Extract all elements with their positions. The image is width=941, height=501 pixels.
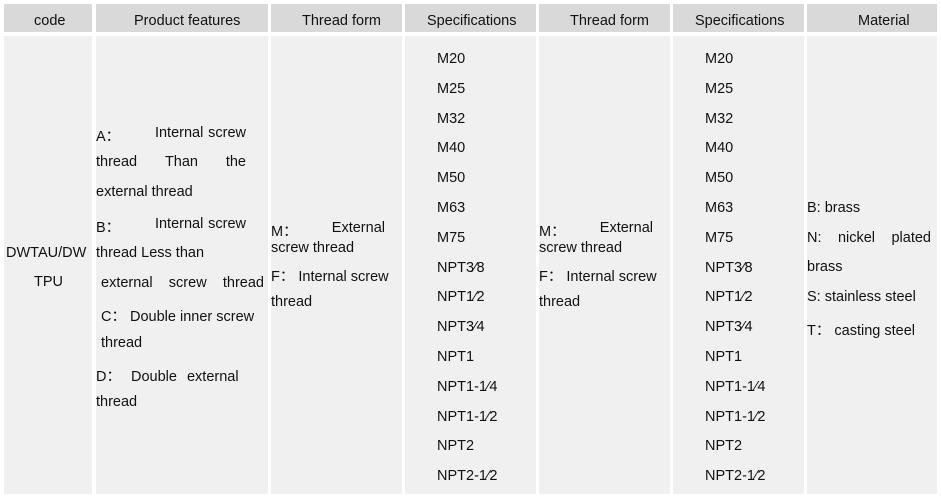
- spec-item: M25: [437, 80, 466, 97]
- header-text: Specifications: [695, 13, 785, 29]
- header-code: code: [4, 4, 92, 32]
- spec-item: NPT3⁄4: [705, 319, 753, 336]
- spec-item: M32: [437, 110, 466, 127]
- feature-b: B： Internal screw: [96, 216, 246, 236]
- cell-product-features: A： Internal screw thread Than the external t…: [96, 36, 268, 494]
- spec-item: M40: [705, 140, 734, 157]
- thread-form-m: M： External: [539, 220, 653, 240]
- spec-item: M20: [705, 51, 734, 67]
- spec-item: NPT2-1⁄2: [705, 468, 766, 485]
- spec-item: NPT1-1⁄2: [437, 408, 498, 425]
- spec-item: NPT3⁄4: [437, 319, 485, 336]
- header-specifications-2: Specifications: [673, 4, 804, 32]
- header-specifications: Specifications: [405, 4, 536, 32]
- material-nickel: N: nickel plated: [807, 230, 931, 246]
- cell-code: DWTAU/DW TPU: [4, 36, 92, 494]
- spec-item: NPT1⁄2: [437, 289, 485, 306]
- feature-a: A： Internal screw: [96, 125, 246, 145]
- spec-item: NPT1: [705, 349, 743, 365]
- spec-item: M40: [437, 140, 466, 157]
- thread-form-m: M： External: [271, 220, 385, 240]
- material-stainless: S: stainless steel: [807, 289, 916, 305]
- feature-b-line2: thread Less than: [96, 245, 205, 261]
- spec-item: NPT3⁄8: [705, 259, 753, 276]
- header-thread-form: Thread form: [271, 4, 402, 32]
- spec-item: M75: [437, 229, 466, 246]
- header-text: Thread form: [570, 13, 649, 29]
- thread-form-f: F： Internal screw: [539, 269, 657, 285]
- header-text: Specifications: [427, 13, 517, 29]
- cell-material: B: brass N: nickel plated brass S: stainle…: [807, 36, 937, 494]
- code-line: DWTAU/DW: [6, 245, 87, 261]
- cell-specifications-2: M20 M25 M32 M40 M50 M63 M75 NPT3⁄8 NPT1⁄2 NPT3⁄4 N…: [673, 36, 804, 494]
- cell-thread-form: M： External screw thread F： Internal scre…: [271, 36, 402, 494]
- spec-item: M63: [437, 200, 466, 216]
- thread-form-m-line2: screw thread: [539, 240, 623, 256]
- thread-form-f-line2: thread: [539, 294, 581, 310]
- header-product-features: Product features: [96, 4, 268, 32]
- material-brass: B: brass: [807, 200, 861, 216]
- feature-a-line3: external thread: [96, 184, 193, 200]
- feature-b-line3: external screw thread: [101, 275, 264, 291]
- thread-form-f-line2: thread: [271, 294, 313, 310]
- material-casting: T： casting steel: [807, 323, 915, 339]
- thread-form-m-line2: screw thread: [271, 240, 355, 256]
- spec-item: NPT1⁄2: [705, 289, 753, 306]
- feature-c: C： Double inner screw: [101, 309, 255, 325]
- spec-item: NPT2: [437, 438, 475, 455]
- spec-item: NPT2-1⁄2: [437, 468, 498, 485]
- code-line: TPU: [34, 274, 63, 290]
- feature-c-line2: thread: [101, 335, 143, 351]
- feature-d-line2: thread: [96, 394, 138, 410]
- cell-specifications: M20 M25 M32 M40 M50 M63 M75 NPT3⁄8 NPT1⁄2 NPT3⁄4 N…: [405, 36, 536, 494]
- header-text: Thread form: [302, 13, 381, 29]
- cell-thread-form-2: M： External screw thread F： Internal scre…: [539, 36, 670, 494]
- thread-form-f: F： Internal screw: [271, 269, 389, 285]
- spec-item: NPT1-1⁄4: [437, 378, 498, 395]
- feature-a-line2: thread Than the: [96, 154, 246, 170]
- spec-item: M32: [705, 110, 734, 127]
- header-text: Material: [858, 13, 910, 29]
- header-material: Material: [807, 4, 937, 32]
- spec-item: M50: [705, 170, 734, 187]
- header-text: Product features: [134, 13, 241, 29]
- spec-item: M20: [437, 51, 466, 67]
- spec-item: NPT1-1⁄2: [705, 408, 766, 425]
- feature-d: D： Double external: [96, 369, 239, 385]
- spec-item: M50: [437, 170, 466, 187]
- spec-item: NPT1: [437, 349, 475, 365]
- header-thread-form-2: Thread form: [539, 4, 670, 32]
- spec-item: NPT1-1⁄4: [705, 378, 766, 395]
- spec-item: M63: [705, 200, 734, 216]
- material-nickel-line2: brass: [807, 259, 843, 275]
- spec-item: NPT3⁄8: [437, 259, 485, 276]
- spec-item: NPT2: [705, 438, 743, 455]
- header-text: code: [34, 13, 66, 29]
- spec-item: M75: [705, 229, 734, 246]
- spec-item: M25: [705, 80, 734, 97]
